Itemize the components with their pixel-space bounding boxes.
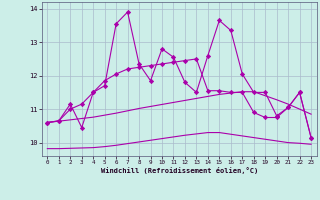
X-axis label: Windchill (Refroidissement éolien,°C): Windchill (Refroidissement éolien,°C)	[100, 167, 258, 174]
